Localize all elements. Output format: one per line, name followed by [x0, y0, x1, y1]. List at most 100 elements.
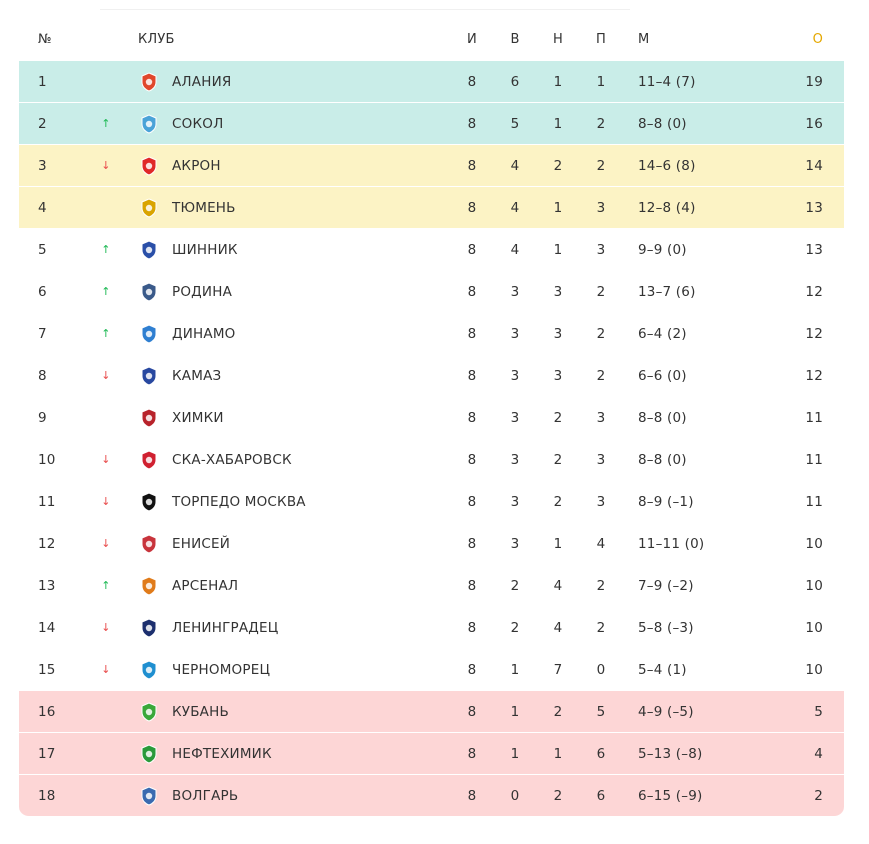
table-row[interactable]: 4 Тюмень 8 4 1 3 12–8 (4) 13 — [19, 187, 844, 229]
club-name[interactable]: Камаз — [172, 367, 222, 384]
wins: 3 — [510, 283, 520, 300]
wins: 3 — [510, 325, 520, 342]
row-position: 11 — [38, 493, 56, 510]
club-name[interactable]: Ленинградец — [172, 619, 279, 636]
header-club[interactable]: КЛУБ — [138, 32, 175, 47]
arrow-down-icon: ↓ — [101, 453, 111, 466]
games-played: 8 — [467, 367, 477, 384]
goals: 8–8 (0) — [638, 409, 687, 426]
trend-icon — [100, 61, 112, 102]
points: 16 — [805, 115, 823, 132]
table-row[interactable]: 5 ↑ Шинник 8 4 1 3 9–9 (0) 13 — [19, 229, 844, 271]
table-row[interactable]: 18 Волгарь 8 0 2 6 6–15 (–9) 2 — [19, 775, 844, 817]
rodina-logo — [139, 281, 159, 302]
header-goals[interactable]: М — [638, 32, 650, 47]
table-row[interactable]: 9 Химки 8 3 2 3 8–8 (0) 11 — [19, 397, 844, 439]
table-row[interactable]: 16 Кубань 8 1 2 5 4–9 (–5) 5 — [19, 691, 844, 733]
club-name[interactable]: Акрон — [172, 157, 221, 174]
shinnik-logo — [139, 239, 159, 260]
header-draws[interactable]: Н — [553, 32, 563, 47]
goals: 8–9 (–1) — [638, 493, 694, 510]
club-crest-icon — [141, 659, 157, 680]
wins: 2 — [510, 577, 520, 594]
club-name[interactable]: Арсенал — [172, 577, 239, 594]
club-name[interactable]: Шинник — [172, 241, 238, 258]
losses: 3 — [596, 199, 606, 216]
table-row[interactable]: 17 Нефтехимик 8 1 1 6 5–13 (–8) 4 — [19, 733, 844, 775]
draws: 1 — [553, 115, 563, 132]
points: 2 — [814, 787, 823, 804]
goals: 6–15 (–9) — [638, 787, 703, 804]
club-name[interactable]: СКА-Хабаровск — [172, 451, 292, 468]
games-played: 8 — [467, 73, 477, 90]
table-row[interactable]: 7 ↑ Динамо 8 3 3 2 6–4 (2) 12 — [19, 313, 844, 355]
row-position: 12 — [38, 535, 56, 552]
header-points[interactable]: О — [812, 32, 823, 47]
wins: 5 — [510, 115, 520, 132]
club-logo — [138, 103, 160, 144]
club-name[interactable]: Енисей — [172, 535, 231, 552]
draws: 1 — [553, 199, 563, 216]
club-crest-icon — [141, 743, 157, 764]
row-position: 9 — [38, 409, 47, 426]
table-row[interactable]: 1 Алания 8 6 1 1 11–4 (7) 19 — [19, 61, 844, 103]
table-row[interactable]: 10 ↓ СКА-Хабаровск 8 3 2 3 8–8 (0) 11 — [19, 439, 844, 481]
losses: 4 — [596, 535, 606, 552]
losses: 0 — [596, 661, 606, 678]
club-name[interactable]: Химки — [172, 409, 224, 426]
goals: 8–8 (0) — [638, 451, 687, 468]
games-played: 8 — [467, 199, 477, 216]
header-losses[interactable]: П — [596, 32, 606, 47]
club-name[interactable]: Торпедо Москва — [172, 493, 306, 510]
club-name[interactable]: Черноморец — [172, 661, 271, 678]
club-name[interactable]: Динамо — [172, 325, 236, 342]
goals: 5–8 (–3) — [638, 619, 694, 636]
games-played: 8 — [467, 535, 477, 552]
losses: 6 — [596, 787, 606, 804]
arrow-down-icon: ↓ — [101, 159, 111, 172]
trend-icon — [100, 397, 112, 438]
table-body: 1 Алания 8 6 1 1 11–4 (7) 19 2 ↑ — [19, 61, 844, 817]
alania-logo — [139, 71, 159, 92]
header-games[interactable]: И — [467, 32, 477, 47]
leningradets-logo — [139, 617, 159, 638]
table-row[interactable]: 6 ↑ Родина 8 3 3 2 13–7 (6) 12 — [19, 271, 844, 313]
row-position: 13 — [38, 577, 56, 594]
club-logo — [138, 439, 160, 480]
points: 12 — [805, 367, 823, 384]
games-played: 8 — [467, 325, 477, 342]
header-pos[interactable]: № — [38, 32, 52, 47]
points: 13 — [805, 241, 823, 258]
wins: 1 — [510, 745, 520, 762]
club-crest-icon — [141, 785, 157, 806]
points: 13 — [805, 199, 823, 216]
club-name[interactable]: Тюмень — [172, 199, 236, 216]
club-name[interactable]: Волгарь — [172, 787, 239, 804]
losses: 2 — [596, 325, 606, 342]
table-row[interactable]: 12 ↓ Енисей 8 3 1 4 11–11 (0) 10 — [19, 523, 844, 565]
goals: 12–8 (4) — [638, 199, 696, 216]
club-name[interactable]: Родина — [172, 283, 232, 300]
club-name[interactable]: Нефтехимик — [172, 745, 272, 762]
standings-table: № КЛУБ И В Н П М О 1 Алания 8 6 1 1 11–4… — [19, 19, 844, 817]
club-name[interactable]: Кубань — [172, 703, 229, 720]
table-row[interactable]: 11 ↓ Торпедо Москва 8 3 2 3 8–9 (–1) 11 — [19, 481, 844, 523]
club-crest-icon — [141, 407, 157, 428]
goals: 9–9 (0) — [638, 241, 687, 258]
sokol-logo — [139, 113, 159, 134]
club-name[interactable]: Сокол — [172, 115, 224, 132]
wins: 3 — [510, 535, 520, 552]
games-played: 8 — [467, 577, 477, 594]
arrow-up-icon: ↑ — [101, 327, 111, 340]
table-row[interactable]: 8 ↓ Камаз 8 3 3 2 6–6 (0) 12 — [19, 355, 844, 397]
table-row[interactable]: 15 ↓ Черноморец 8 1 7 0 5–4 (1) 10 — [19, 649, 844, 691]
club-name[interactable]: Алания — [172, 73, 232, 90]
tyumen-logo — [139, 197, 159, 218]
header-wins[interactable]: В — [510, 32, 520, 47]
table-row[interactable]: 3 ↓ Акрон 8 4 2 2 14–6 (8) 14 — [19, 145, 844, 187]
table-row[interactable]: 2 ↑ Сокол 8 5 1 2 8–8 (0) 16 — [19, 103, 844, 145]
table-row[interactable]: 13 ↑ Арсенал 8 2 4 2 7–9 (–2) 10 — [19, 565, 844, 607]
volgar-logo — [139, 785, 159, 806]
table-row[interactable]: 14 ↓ Ленинградец 8 2 4 2 5–8 (–3) 10 — [19, 607, 844, 649]
losses: 3 — [596, 451, 606, 468]
